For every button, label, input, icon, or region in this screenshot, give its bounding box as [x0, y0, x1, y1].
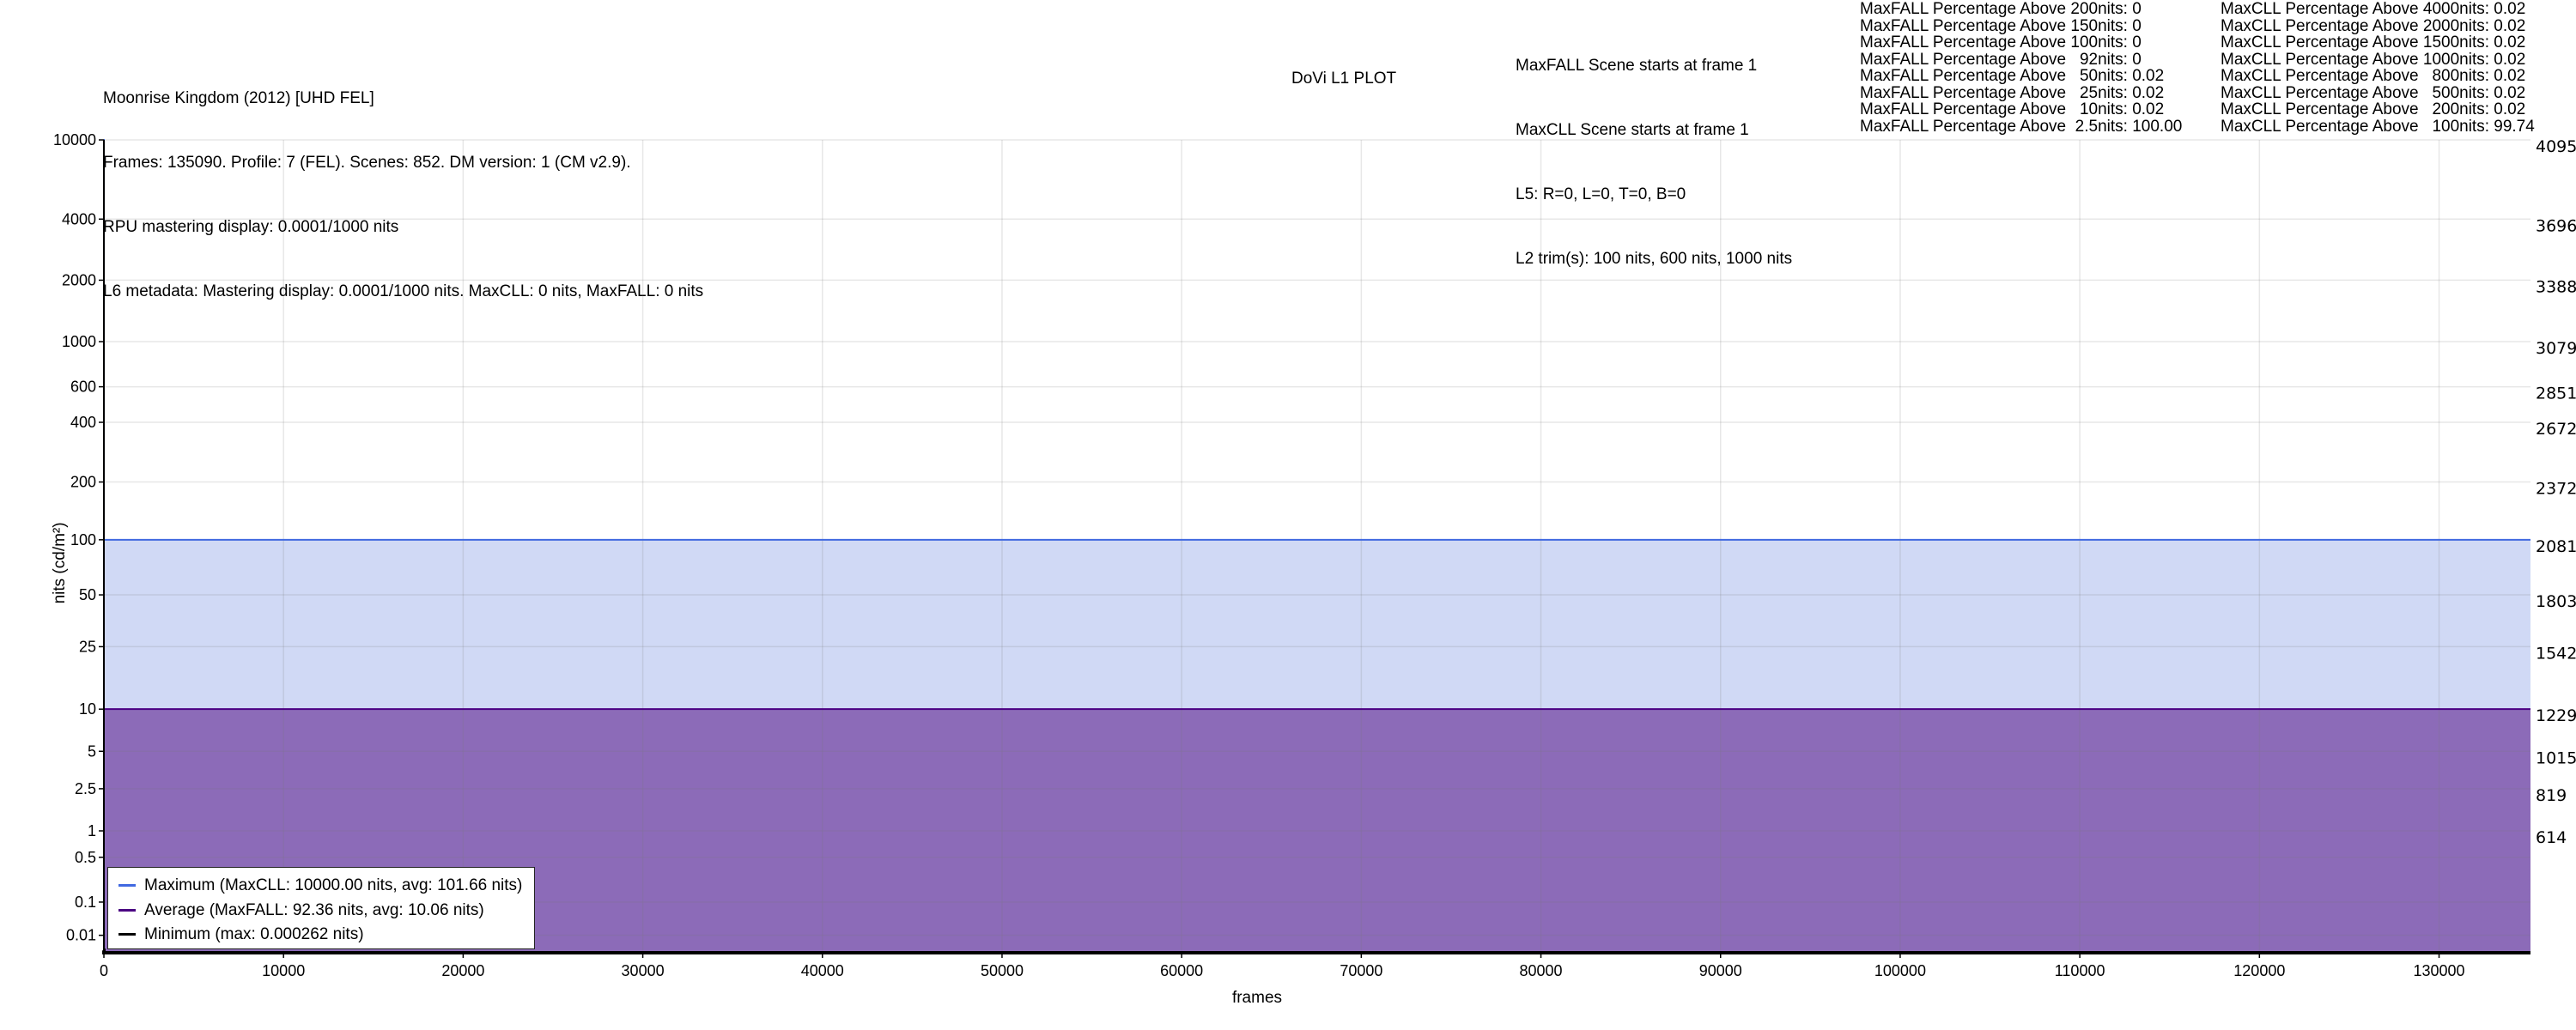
x-tick-label: 20000 [441, 962, 484, 979]
y-tick-label: 0.01 [66, 927, 96, 944]
y-tick-label: 4000 [62, 210, 96, 227]
maxfall-stats-line: MaxFALL Percentage Above 25nits: 0.02 [1860, 83, 2165, 102]
x-tick-label: 70000 [1340, 962, 1382, 979]
y2-tick-label: 4095 [2536, 137, 2576, 156]
y2-tick-label: 819 [2536, 786, 2567, 805]
y2-tick-label: 1542 [2536, 644, 2576, 663]
maxfall-stats: MaxFALL Percentage Above 200nits: 0 MaxFA… [1860, 1, 2182, 135]
y-tick-label: 0.1 [75, 894, 96, 911]
x-tick-label: 120000 [2233, 962, 2285, 979]
y-tick-label: 50 [79, 586, 96, 603]
info-lines: Moonrise Kingdom (2012) [UHD FEL] Frames… [103, 45, 703, 324]
l5-info: L5: R=0, L=0, T=0, B=0 [1516, 185, 1686, 203]
y-tick-label: 25 [79, 638, 96, 655]
legend-swatch-minimum [118, 933, 136, 936]
y-tick-label: 2.5 [75, 780, 96, 797]
y2-tick-label: 1803 [2536, 592, 2576, 611]
y-tick-label: 400 [70, 414, 96, 431]
maxfall-scene: MaxFALL Scene starts at frame 1 [1516, 57, 1758, 75]
series-area-1 [104, 546, 2530, 953]
scene-info: MaxFALL Scene starts at frame 1 MaxCLL S… [1516, 12, 1792, 291]
x-tick-label: 50000 [981, 962, 1024, 979]
maxfall-stats-line: MaxFALL Percentage Above 50nits: 0.02 [1860, 67, 2165, 85]
maxcll-stats-line: MaxCLL Percentage Above 2000nits: 0.02 [2221, 16, 2526, 35]
legend-item-maximum: Maximum (MaxCLL: 10000.00 nits, avg: 101… [118, 873, 522, 899]
y-tick-label: 100 [70, 531, 96, 548]
x-tick-label: 40000 [801, 962, 844, 979]
legend-label: Average (MaxFALL: 92.36 nits, avg: 10.06… [144, 901, 484, 919]
maxfall-stats-line: MaxFALL Percentage Above 10nits: 0.02 [1860, 100, 2165, 118]
maxcll-stats: MaxCLL Percentage Above 4000nits: 0.02 Ma… [2221, 1, 2535, 135]
y2-tick-label: 3696 [2536, 216, 2576, 235]
maxfall-stats-line: MaxFALL Percentage Above 200nits: 0 [1860, 0, 2142, 18]
legend: Maximum (MaxCLL: 10000.00 nits, avg: 101… [107, 867, 535, 949]
legend-item-average: Average (MaxFALL: 92.36 nits, avg: 10.06… [118, 898, 484, 924]
x-tick-label: 60000 [1160, 962, 1203, 979]
maxcll-stats-line: MaxCLL Percentage Above 1000nits: 0.02 [2221, 50, 2526, 69]
maxcll-stats-line: MaxCLL Percentage Above 500nits: 0.02 [2221, 83, 2526, 102]
x-tick-label: 10000 [262, 962, 305, 979]
x-tick-label: 0 [100, 962, 108, 979]
x-tick-label: 100000 [1874, 962, 1926, 979]
y-tick-label: 2000 [62, 271, 96, 288]
info-rpu: RPU mastering display: 0.0001/1000 nits [103, 218, 399, 236]
x-tick-label: 90000 [1699, 962, 1742, 979]
y-tick-label: 1000 [62, 333, 96, 350]
y2-tick-label: 2372 [2536, 480, 2576, 499]
y-tick-label: 200 [70, 474, 96, 491]
y2-tick-label: 1229 [2536, 706, 2576, 725]
maxcll-stats-line: MaxCLL Percentage Above 100nits: 99.74 [2221, 117, 2535, 136]
plot-title: DoVi L1 PLOT [1291, 70, 1397, 88]
legend-item-minimum: Minimum (max: 0.000262 nits) [118, 922, 364, 948]
maxfall-stats-line: MaxFALL Percentage Above 92nits: 0 [1860, 50, 2142, 69]
maxcll-stats-line: MaxCLL Percentage Above 1500nits: 0.02 [2221, 33, 2526, 52]
y-tick-label: 5 [88, 742, 96, 760]
maxcll-stats-line: MaxCLL Percentage Above 200nits: 0.02 [2221, 100, 2526, 118]
maxfall-stats-line: MaxFALL Percentage Above 100nits: 0 [1860, 33, 2142, 52]
legend-label: Minimum (max: 0.000262 nits) [144, 925, 364, 943]
x-tick-label: 110000 [2055, 962, 2105, 979]
maxcll-scene: MaxCLL Scene starts at frame 1 [1516, 121, 1749, 139]
y2-tick-label: 614 [2536, 828, 2567, 847]
info-title: Moonrise Kingdom (2012) [UHD FEL] [103, 89, 374, 107]
y2-tick-label: 2851 [2536, 385, 2576, 403]
y2-tick-label: 2081 [2536, 537, 2576, 556]
x-tick-label: 30000 [622, 962, 665, 979]
x-tick-label: 80000 [1520, 962, 1563, 979]
y-tick-label: 10 [79, 700, 96, 718]
legend-label: Maximum (MaxCLL: 10000.00 nits, avg: 101… [144, 876, 523, 894]
maxfall-stats-line: MaxFALL Percentage Above 2.5nits: 100.00 [1860, 117, 2183, 136]
y-tick-label: 1 [88, 822, 96, 839]
y2-tick-label: 3388 [2536, 277, 2576, 296]
info-l6: L6 metadata: Mastering display: 0.0001/1… [103, 282, 704, 300]
legend-swatch-maximum [118, 884, 136, 888]
y-axis-label: nits (cd/m²) [51, 522, 69, 603]
l2-trims: L2 trim(s): 100 nits, 600 nits, 1000 nit… [1516, 250, 1793, 268]
y2-tick-label: 2672 [2536, 420, 2576, 439]
x-tick-label: 130000 [2413, 962, 2464, 979]
y2-tick-label: 3079 [2536, 339, 2576, 358]
series-line-0 [103, 139, 2530, 541]
y-tick-label: 0.5 [75, 849, 96, 866]
x-axis-label: frames [1232, 989, 1282, 1007]
legend-swatch-average [118, 909, 136, 912]
y-tick-label: 600 [70, 379, 96, 396]
maxfall-stats-line: MaxFALL Percentage Above 150nits: 0 [1860, 16, 2142, 35]
maxcll-stats-line: MaxCLL Percentage Above 4000nits: 0.02 [2221, 0, 2526, 18]
y2-tick-label: 1015 [2536, 748, 2576, 767]
info-frames: Frames: 135090. Profile: 7 (FEL). Scenes… [103, 154, 631, 172]
maxcll-stats-line: MaxCLL Percentage Above 800nits: 0.02 [2221, 67, 2526, 85]
y-tick-label: 10000 [53, 131, 96, 148]
